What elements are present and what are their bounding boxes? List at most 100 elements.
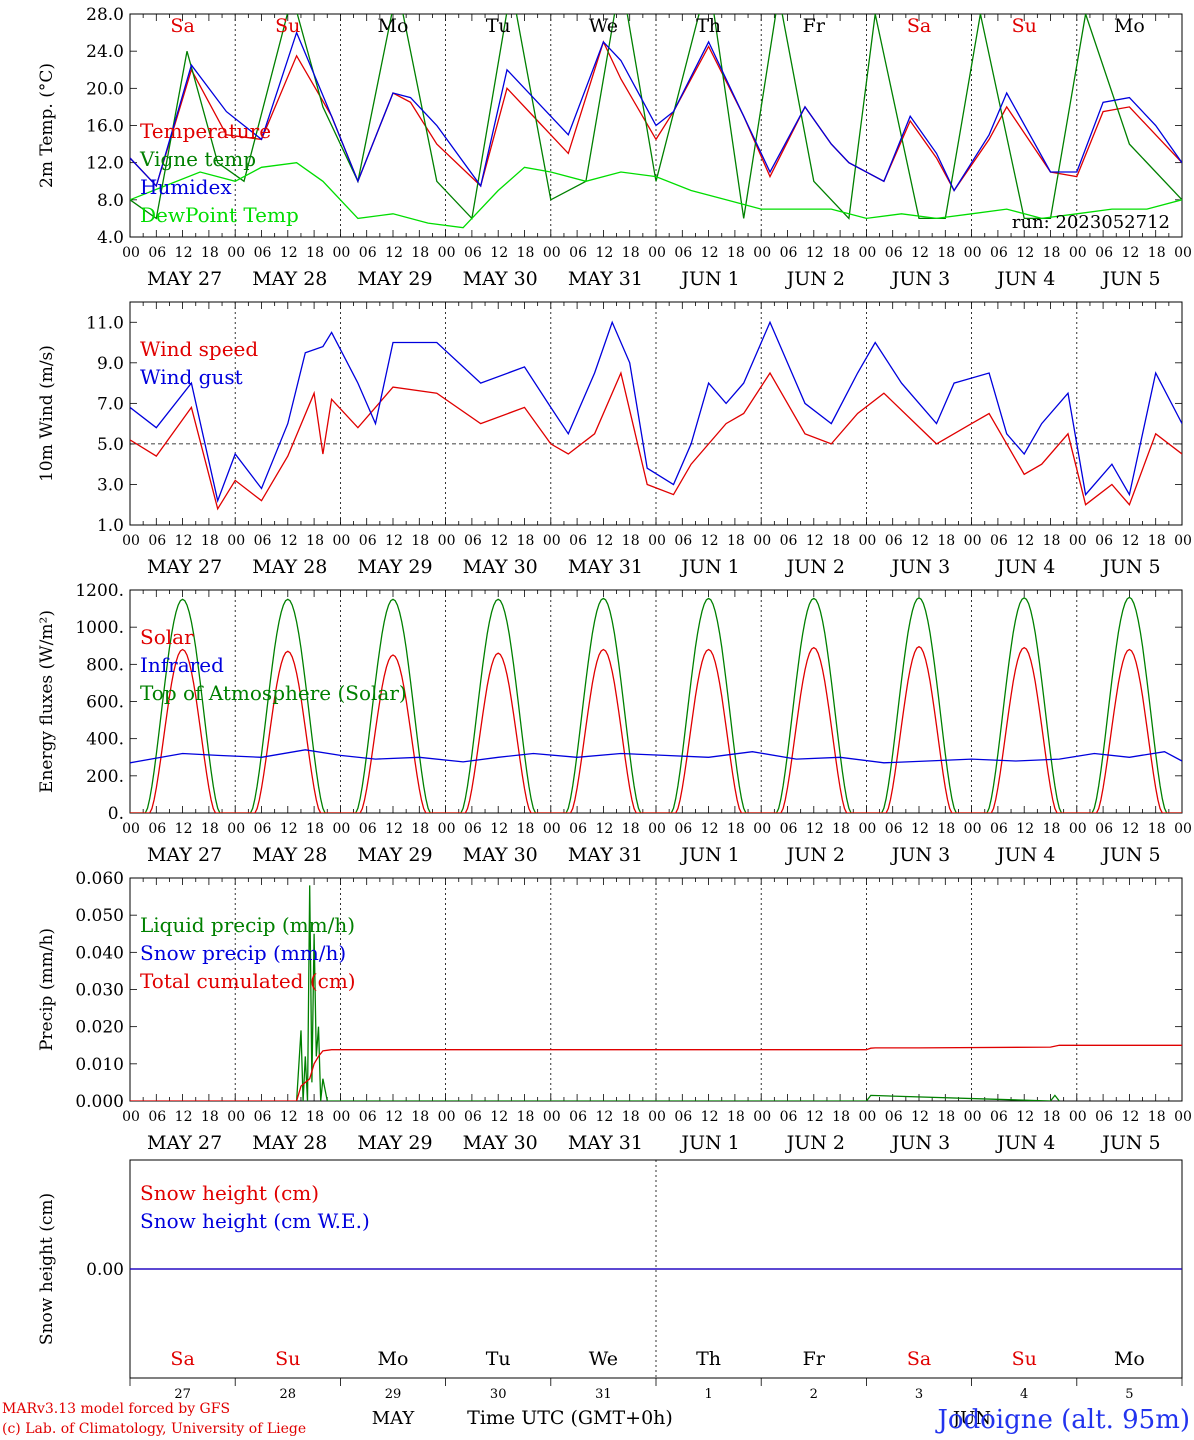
hour-tick-label: 06 — [148, 533, 166, 549]
hour-tick-label: 06 — [990, 1109, 1008, 1125]
hour-tick-label: 12 — [1121, 1109, 1139, 1125]
y-tick-label: 1000. — [75, 618, 124, 638]
month-label: JUN — [951, 1408, 991, 1429]
x-axis-label: Time UTC (GMT+0h) — [467, 1407, 673, 1429]
date-label: MAY 28 — [252, 556, 327, 578]
hour-tick-label: 00 — [122, 1109, 140, 1125]
hour-tick-label: 12 — [1016, 533, 1034, 549]
date-label: JUN 2 — [785, 556, 845, 578]
y-tick-label: 0.010 — [75, 1055, 124, 1075]
run-label: run: 2023052712 — [1012, 212, 1170, 233]
date-label: JUN 1 — [679, 556, 739, 578]
y-tick-label: 11.0 — [86, 313, 124, 333]
hour-tick-label: 18 — [622, 245, 640, 261]
day-number: 31 — [595, 1387, 612, 1402]
series-line-2 — [130, 30, 1182, 192]
weekday-label: Mo — [1114, 15, 1145, 37]
legend-entry: Temperature — [140, 119, 271, 143]
hour-tick-label: 12 — [490, 245, 508, 261]
series-line-1 — [130, 14, 1182, 220]
hour-tick-label: 00 — [648, 245, 666, 261]
hour-tick-label: 00 — [1174, 1109, 1192, 1125]
hour-tick-label: 00 — [753, 1109, 771, 1125]
hour-tick-label: 06 — [780, 245, 798, 261]
hour-tick-label: 00 — [964, 821, 982, 837]
hour-tick-label: 18 — [201, 821, 219, 837]
hour-tick-label: 06 — [674, 821, 692, 837]
weekday-label: Th — [696, 15, 721, 37]
hour-tick-label: 12 — [595, 821, 613, 837]
hour-tick-label: 18 — [1043, 1109, 1061, 1125]
hour-tick-label: 18 — [832, 533, 850, 549]
y-tick-label: 4.0 — [97, 228, 124, 248]
date-label: MAY 27 — [147, 1132, 222, 1154]
hour-tick-label: 12 — [280, 1109, 298, 1125]
hour-tick-label: 00 — [227, 1109, 245, 1125]
hour-tick-label: 00 — [438, 821, 456, 837]
hour-tick-label: 12 — [1016, 245, 1034, 261]
weekday-label: Mo — [1114, 1348, 1145, 1370]
hour-tick-label: 18 — [517, 1109, 535, 1125]
hour-tick-label: 00 — [122, 821, 140, 837]
y-tick-label: 3.0 — [97, 475, 124, 495]
date-label: MAY 28 — [252, 844, 327, 866]
hour-tick-label: 12 — [806, 245, 824, 261]
hour-tick-label: 06 — [885, 245, 903, 261]
date-label: MAY 27 — [147, 844, 222, 866]
hour-tick-label: 12 — [806, 1109, 824, 1125]
date-label: JUN 4 — [995, 268, 1055, 290]
hour-tick-label: 06 — [674, 533, 692, 549]
hour-tick-label: 00 — [1069, 533, 1087, 549]
date-label: JUN 5 — [1100, 844, 1160, 866]
hour-tick-label: 00 — [227, 533, 245, 549]
weekday-label: Tu — [486, 15, 511, 37]
hour-tick-label: 12 — [385, 1109, 403, 1125]
legend-entry: Snow height (cm) — [140, 1181, 319, 1205]
hour-tick-label: 06 — [359, 245, 377, 261]
hour-tick-label: 06 — [569, 245, 587, 261]
date-label: JUN 5 — [1100, 556, 1160, 578]
hour-tick-label: 00 — [1174, 533, 1192, 549]
hour-tick-label: 18 — [517, 821, 535, 837]
y-tick-label: 200. — [86, 767, 124, 787]
hour-tick-label: 00 — [964, 533, 982, 549]
y-tick-label: 12.0 — [86, 154, 124, 174]
day-number: 4 — [1020, 1387, 1028, 1402]
day-number: 30 — [490, 1387, 507, 1402]
legend-entry: Infrared — [140, 653, 224, 677]
weekday-label: Su — [275, 1348, 300, 1370]
weekday-label: Sa — [907, 15, 931, 37]
date-label: MAY 29 — [357, 844, 432, 866]
hour-tick-label: 12 — [175, 245, 193, 261]
day-number: 27 — [174, 1387, 191, 1402]
weekday-label: Mo — [378, 15, 409, 37]
hour-tick-label: 18 — [1148, 821, 1166, 837]
day-number: 3 — [915, 1387, 923, 1402]
series-line-1 — [130, 1044, 1182, 1101]
hour-tick-label: 18 — [201, 533, 219, 549]
date-label: JUN 3 — [890, 556, 950, 578]
weekday-label: Fr — [803, 15, 826, 37]
date-label: MAY 29 — [357, 1132, 432, 1154]
hour-tick-label: 12 — [280, 245, 298, 261]
hour-tick-label: 06 — [464, 245, 482, 261]
hour-tick-label: 18 — [622, 533, 640, 549]
hour-tick-label: 12 — [701, 245, 719, 261]
y-axis-label: Precip (mm/h) — [37, 928, 57, 1051]
hour-tick-label: 12 — [385, 533, 403, 549]
y-tick-label: 0.00 — [86, 1260, 124, 1280]
hour-tick-label: 18 — [1043, 533, 1061, 549]
day-number: 5 — [1125, 1387, 1133, 1402]
copyright: (c) Lab. of Climatology, University of L… — [2, 1421, 306, 1437]
hour-tick-label: 18 — [937, 245, 955, 261]
hour-tick-label: 00 — [332, 821, 350, 837]
hour-tick-label: 18 — [1148, 533, 1166, 549]
hour-tick-label: 00 — [122, 245, 140, 261]
y-tick-label: 20.0 — [86, 79, 124, 99]
hour-tick-label: 12 — [911, 1109, 929, 1125]
date-label: MAY 27 — [147, 268, 222, 290]
hour-tick-label: 00 — [543, 533, 561, 549]
y-tick-label: 8.0 — [97, 191, 124, 211]
